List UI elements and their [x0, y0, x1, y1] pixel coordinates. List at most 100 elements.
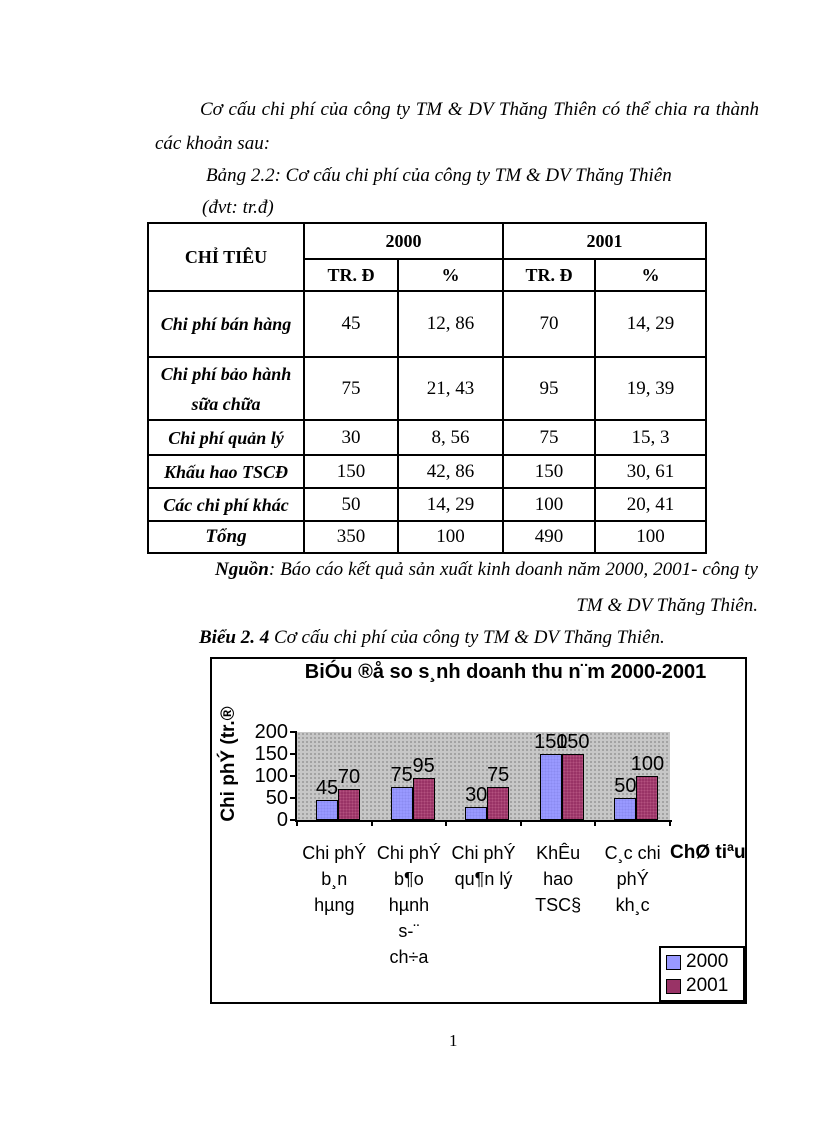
cell-value: 150: [303, 454, 399, 489]
bar-2001-group2: [412, 778, 435, 820]
bar-value-label: 150: [534, 731, 568, 753]
header-trd-2000: TR. Đ: [303, 258, 399, 292]
y-tick: [290, 731, 297, 733]
cell-value: 14, 29: [397, 487, 504, 522]
x-tick: [445, 820, 448, 826]
header-pct-2001: %: [594, 258, 707, 292]
row-label: Chi phí quản lý: [147, 419, 305, 456]
cell-value: 100: [594, 520, 707, 554]
cell-value: 490: [502, 520, 596, 554]
cell-value: 30: [303, 419, 399, 456]
bar-2001-group5: [636, 776, 659, 820]
source-note-line-1: Nguồn: Báo cáo kết quả sản xuất kinh doa…: [215, 557, 758, 583]
x-category-label: Chi phÝ b¸n hµng: [302, 843, 367, 915]
x-category-label: Chi phÝ qu¶n lý: [451, 843, 516, 889]
row-label: Khấu hao TSCĐ: [147, 454, 305, 489]
x-tick: [594, 820, 597, 826]
y-tick: [290, 775, 297, 777]
cell-value: 70: [502, 290, 596, 358]
cost-structure-table: CHỈ TIÊU 2000 2001 TR. Đ % TR. Đ % Chi p…: [147, 222, 707, 554]
cell-value: 42, 86: [397, 454, 504, 489]
cell-value: 15, 3: [594, 419, 707, 456]
cell-value: 75: [303, 356, 399, 421]
legend-swatch-2001: [666, 978, 681, 994]
table-total-row: Tổng 350 100 490 100: [147, 520, 707, 554]
table-row: Khấu hao TSCĐ 150 42, 86 150 30, 61: [147, 454, 707, 489]
figure-caption-text: Cơ cấu chi phí của công ty TM & DV Thăng…: [269, 627, 665, 648]
table-header-row-years: CHỈ TIÊU 2000 2001: [147, 222, 707, 292]
y-tick: [290, 819, 297, 821]
y-axis-line: [295, 732, 297, 822]
bar-value-label: 75: [390, 764, 413, 786]
cell-value: 8, 56: [397, 419, 504, 456]
bar-value-label: 50: [614, 775, 637, 797]
header-year-2001: 2001: [502, 222, 707, 260]
row-label: Các chi phí khác: [147, 487, 305, 522]
chart: BiÓu ®å so s¸nh doanh thu n¨m 2000-2001 …: [210, 657, 747, 1004]
bar-value-label: 100: [630, 753, 665, 775]
cell-value: 100: [502, 487, 596, 522]
legend-entry-2000: 2000: [666, 951, 738, 973]
cell-value: 21, 43: [397, 356, 504, 421]
x-tick: [519, 820, 522, 826]
figure-caption-number: Biểu 2. 4: [199, 627, 270, 648]
legend-label: 2001: [686, 975, 729, 996]
header-trd-2001: TR. Đ: [502, 258, 596, 292]
bar-value-label: 45: [315, 777, 339, 800]
cell-value: 75: [502, 419, 596, 456]
page-number: 1: [449, 1031, 458, 1050]
source-note-line-2: TM & DV Thăng Thiên.: [576, 595, 758, 616]
bar-2000-group2: [390, 787, 413, 820]
figure-caption: Biểu 2. 4 Cơ cấu chi phí của công ty TM …: [199, 625, 665, 651]
y-tick-label: 50: [265, 787, 288, 809]
y-tick-label: 200: [254, 721, 288, 743]
bar-2000-group4: [539, 754, 562, 820]
legend-swatch-2000: [666, 954, 681, 970]
table-unit-note: (đvt: tr.đ): [202, 197, 274, 218]
total-label: Tổng: [147, 520, 305, 554]
source-text: : Báo cáo kết quả sản xuất kinh doanh nă…: [268, 559, 758, 580]
bar-value-label: 95: [412, 755, 435, 778]
header-pct-2000: %: [397, 258, 504, 292]
legend-label: 2000: [686, 951, 729, 972]
cell-value: 12, 86: [397, 290, 504, 358]
cell-value: 19, 39: [594, 356, 707, 421]
table-header-row-units: TR. Đ % TR. Đ %: [148, 258, 707, 292]
table-caption: Bảng 2.2: Cơ cấu chi phí của công ty TM …: [206, 165, 672, 186]
source-label: Nguồn: [215, 559, 269, 580]
table-row: Chi phí quản lý 30 8, 56 75 15, 3: [147, 419, 707, 456]
bar-value-label: 75: [487, 764, 510, 786]
header-criteria: CHỈ TIÊU: [147, 222, 305, 292]
legend-entry-2001: 2001: [666, 975, 738, 997]
chart-title: BiÓu ®å so s¸nh doanh thu n¨m 2000-2001: [304, 661, 707, 683]
cell-value: 14, 29: [594, 290, 707, 358]
cell-value: 20, 41: [594, 487, 707, 522]
y-tick-label: 100: [254, 765, 288, 787]
cell-value: 150: [502, 454, 596, 489]
x-category-label: C¸c chi phÝ kh¸c: [604, 843, 661, 915]
table-row: Các chi phí khác 50 14, 29 100 20, 41: [147, 487, 707, 522]
row-label: Chi phí bảo hành sữa chữa: [147, 356, 305, 421]
chart-legend: 2000 2001: [659, 946, 745, 1002]
intro-line-1: Cơ cấu chi phí của công ty TM & DV Thăng…: [200, 99, 759, 120]
cell-value: 95: [502, 356, 596, 421]
x-category-label: Chi phÝ b¶o hµnh s-¨ ch÷a: [376, 843, 441, 967]
y-tick: [290, 797, 297, 799]
cell-value: 350: [303, 520, 399, 554]
cell-value: 100: [397, 520, 504, 554]
x-tick: [370, 820, 373, 826]
bar-value-label: 30: [465, 783, 488, 806]
x-tick: [296, 820, 298, 826]
intro-line-2: các khoản sau:: [155, 133, 271, 154]
bar-value-label: 150: [556, 731, 590, 753]
cell-value: 50: [303, 487, 399, 522]
x-tick: [669, 820, 671, 826]
bar-value-label: 70: [337, 766, 361, 789]
x-axis-line: [295, 820, 672, 822]
row-label: Chi phí bán hàng: [147, 290, 305, 358]
bar-2001-group1: [338, 789, 360, 820]
bar-2001-group3: [487, 787, 510, 820]
bar-2001-group4: [561, 754, 584, 820]
x-category-label: KhÊu hao TSC§: [535, 843, 582, 915]
